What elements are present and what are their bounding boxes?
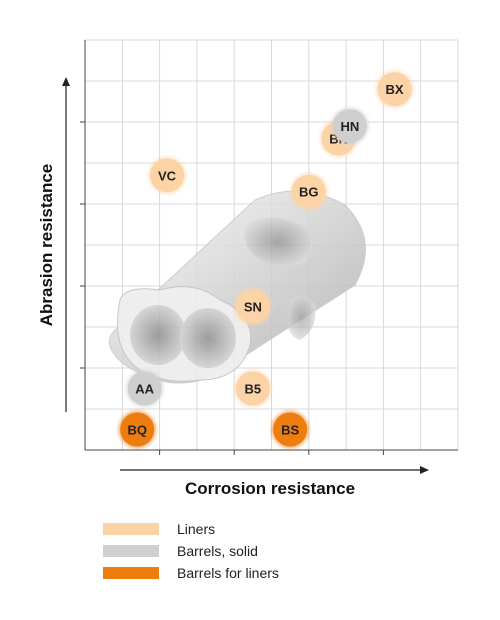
x-arrow-head — [420, 466, 429, 474]
bubble-label: AA — [135, 382, 154, 397]
bubble-circle — [377, 72, 412, 107]
bubble-label: BS — [281, 423, 299, 438]
bubble-vc: VC — [148, 156, 187, 195]
bubble-circle — [235, 371, 270, 406]
x-axis-label: Corrosion resistance — [185, 479, 355, 498]
bubble-label: BQ — [127, 423, 147, 438]
legend-swatch-liners — [103, 523, 159, 535]
chart-axes — [62, 40, 458, 474]
legend-label-barrels-solid: Barrels, solid — [177, 543, 258, 559]
bubble-circle — [127, 371, 162, 406]
bubble-bg: BG — [289, 172, 328, 211]
legend-item-barrels-for-liners: Barrels for liners — [103, 562, 279, 584]
legend-swatch-barrels-solid — [103, 545, 159, 557]
bubble-label: HN — [340, 119, 359, 134]
legend-item-barrels-solid: Barrels, solid — [103, 540, 279, 562]
legend-label-liners: Liners — [177, 521, 216, 537]
legend-label-barrels-for-liners: Barrels for liners — [177, 565, 279, 581]
barrel-illustration — [108, 190, 366, 384]
bubble-label: B5 — [245, 382, 262, 397]
bubble-bs: BS — [271, 410, 310, 449]
bubble-b5: B5 — [233, 369, 272, 408]
bubble-circle — [332, 109, 367, 144]
bubble-circle — [150, 158, 185, 193]
bubble-circle — [291, 174, 326, 209]
bubble-circle — [235, 289, 270, 324]
legend-item-liners: Liners — [103, 518, 279, 540]
bubble-bx: BX — [375, 70, 414, 109]
bubble-hn: HN — [330, 107, 369, 146]
y-axis-label: Abrasion resistance — [37, 164, 56, 327]
y-arrow-head — [62, 77, 70, 86]
bubble-circle — [120, 412, 155, 447]
chart-bubbles: BXBNVCBGSNB5HNAABQBS — [118, 70, 414, 449]
bubble-bq: BQ — [118, 410, 157, 449]
bubble-label: VC — [158, 168, 177, 183]
legend-swatch-barrels-for-liners — [103, 567, 159, 579]
bubble-circle — [273, 412, 308, 447]
bubble-label: BX — [386, 82, 404, 97]
legend: Liners Barrels, solid Barrels for liners — [103, 518, 279, 584]
bubble-aa: AA — [125, 369, 164, 408]
bubble-label: SN — [244, 300, 262, 315]
bubble-sn: SN — [233, 287, 272, 326]
bubble-label: BG — [299, 185, 319, 200]
